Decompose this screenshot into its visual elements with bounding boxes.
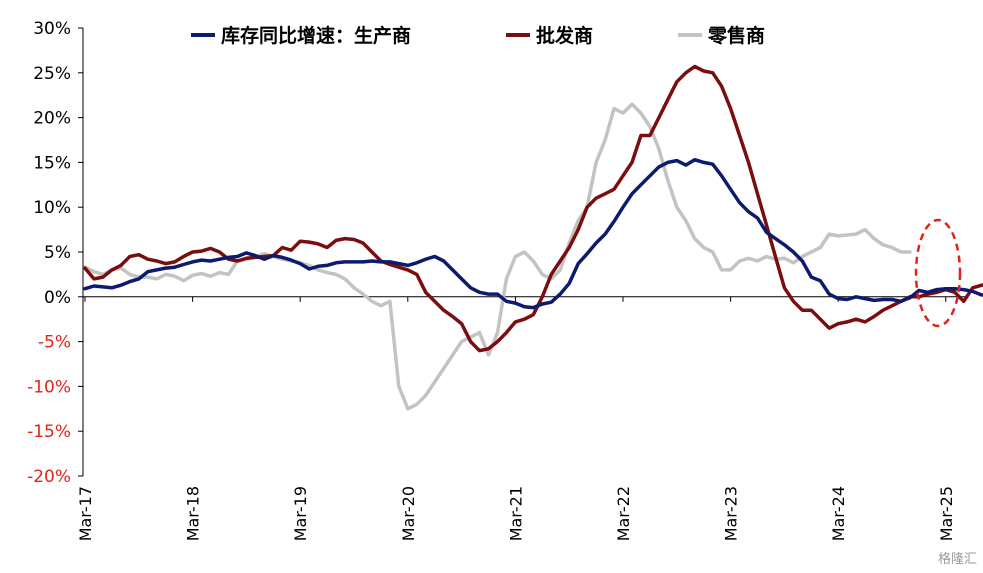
x-tick-label: Mar-18 — [184, 486, 203, 541]
y-tick-label: 15% — [33, 153, 71, 173]
x-tick-label: Mar-19 — [291, 486, 310, 541]
y-tick-label: -10% — [27, 377, 71, 397]
legend-label-producer: 库存同比增速：生产商 — [221, 24, 411, 47]
x-axis: Mar-17 Mar-18 Mar-19 Mar-20 Mar-21 Mar-22 Mar-… — [76, 296, 965, 541]
legend-label-retailer: 零售商 — [707, 24, 765, 47]
y-tick-label: -5% — [38, 333, 71, 353]
legend: 库存同比增速：生产商 批发商 零售商 — [191, 24, 765, 47]
x-tick-label: Mar-25 — [937, 486, 956, 541]
y-tick-label: -20% — [27, 467, 71, 487]
y-axis: 30% 25% 20% 15% 10% 5% 0% -5% -10% -15% -20% — [27, 19, 84, 487]
series-line-retailer — [83, 102, 912, 411]
series-line-wholesaler — [83, 64, 983, 353]
y-tick-label: 0% — [44, 288, 71, 308]
x-tick-label: Mar-23 — [722, 486, 741, 541]
x-tick-label: Mar-22 — [614, 486, 633, 541]
y-tick-label: 5% — [44, 243, 71, 263]
highlight-ellipse — [914, 218, 962, 328]
x-tick-label: Mar-20 — [399, 486, 418, 541]
x-tick-label: Mar-24 — [829, 486, 848, 541]
y-tick-label: 30% — [33, 19, 71, 39]
y-tick-label: -15% — [27, 422, 71, 442]
series-line-producer — [83, 157, 983, 310]
x-tick-label: Mar-17 — [76, 486, 95, 541]
y-tick-label: 10% — [33, 198, 71, 218]
series-lines — [83, 64, 983, 411]
y-tick-label: 20% — [33, 109, 71, 129]
legend-label-wholesaler: 批发商 — [536, 24, 593, 47]
y-tick-label: 25% — [33, 64, 71, 84]
x-tick-label: Mar-21 — [506, 486, 525, 541]
watermark-text: 格隆汇 — [937, 552, 977, 567]
